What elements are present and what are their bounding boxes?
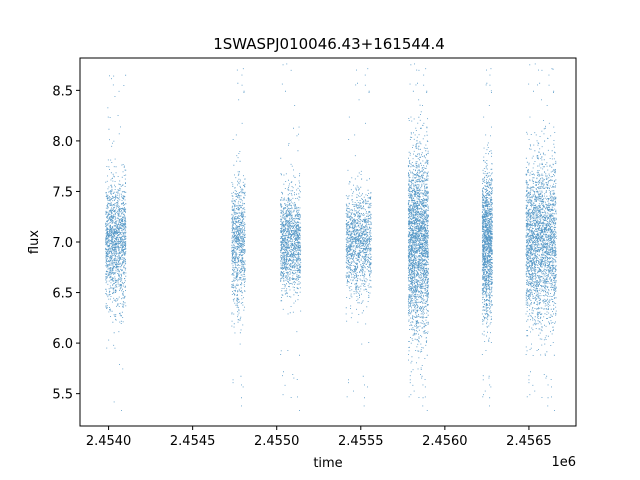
x-tick-label: 2.4565 xyxy=(506,434,552,449)
observation-points xyxy=(231,68,246,407)
observation-points xyxy=(407,63,429,411)
y-tick-label: 6.0 xyxy=(52,337,73,352)
observation-points xyxy=(481,68,493,407)
y-tick-label: 5.5 xyxy=(52,388,73,403)
chart-title: 1SWASPJ010046.43+161544.4 xyxy=(213,35,445,53)
y-tick-label: 6.5 xyxy=(52,287,73,302)
y-tick-label: 7.5 xyxy=(52,185,73,200)
observation-points xyxy=(345,68,372,407)
x-tick-label: 2.4560 xyxy=(422,434,468,449)
x-tick-label: 2.4540 xyxy=(86,434,132,449)
x-tick-label: 2.4545 xyxy=(170,434,216,449)
x-axis-offset-label: 1e6 xyxy=(551,455,576,470)
y-tick-label: 7.0 xyxy=(52,236,73,251)
x-tick-label: 2.4550 xyxy=(254,434,300,449)
observation-points xyxy=(105,74,127,412)
y-axis-ticks: 5.5 6.0 6.5 7.0 7.5 8.0 8.5 xyxy=(52,84,80,403)
x-axis-ticks: 2.4540 2.4545 2.4550 2.4555 2.4560 2.4565 xyxy=(86,426,552,449)
observation-points xyxy=(525,63,557,411)
scatter-points xyxy=(105,63,557,412)
plot-frame xyxy=(79,57,577,427)
y-tick-label: 8.5 xyxy=(52,84,73,99)
y-axis-label: flux xyxy=(27,230,42,254)
observation-points xyxy=(280,63,302,411)
x-tick-label: 2.4555 xyxy=(338,434,384,449)
x-axis-label: time xyxy=(313,456,342,471)
y-tick-label: 8.0 xyxy=(52,135,73,150)
